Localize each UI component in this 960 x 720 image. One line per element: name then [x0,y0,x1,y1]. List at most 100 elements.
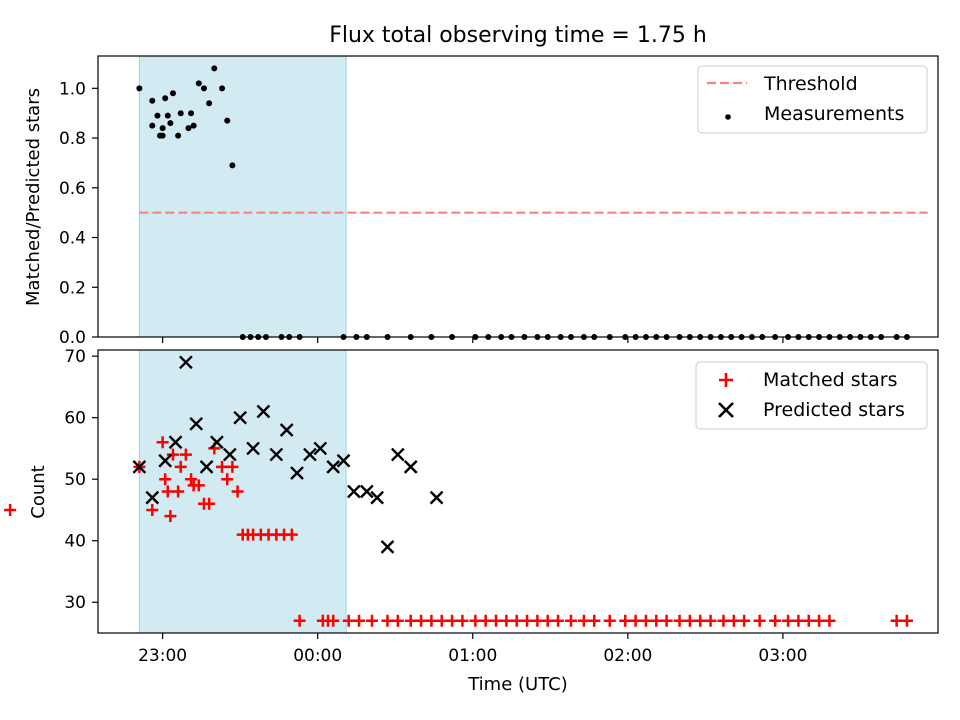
predicted-stars-legend-marker [718,402,734,418]
matched-star-point [738,614,751,627]
matched-star-point [769,614,782,627]
top-y-tick-label: 0.0 [59,328,86,348]
matched-star-point [179,448,192,461]
matched-star-point [174,460,187,473]
measurements-legend-marker [725,114,731,120]
matched-star-point [435,614,448,627]
predicted-star-point [246,441,260,456]
measurement-point [154,112,161,119]
measurement-point [149,122,156,129]
measurement-point [195,80,202,87]
measurement-point [206,100,213,107]
matched-star-point [802,614,815,627]
bottom-y-tick-label: 40 [64,532,86,552]
matched-stars-legend-label: Matched stars [763,369,897,391]
measurement-point [185,125,192,132]
top-shaded-interval [138,55,347,338]
measurements-legend-label: Measurements [764,103,904,125]
matched-star-point [172,485,185,498]
matched-star-point [531,614,544,627]
matched-star-point [404,614,417,627]
matched-star-point [203,497,216,510]
measurement-point [224,117,231,124]
matched-star-point [552,614,565,627]
matched-star-point [541,614,554,627]
matched-star-point [500,614,513,627]
predicted-star-point [380,540,395,554]
predicted-star-point [390,447,405,462]
matched-star-point [164,510,177,523]
predicted-star-point [313,441,328,456]
matched-star-point [221,473,234,486]
matched-star-point [510,614,523,627]
matched-star-point [890,614,903,627]
x-tick-label: 02:00 [603,646,652,666]
threshold-legend-label: Threshold [763,73,858,95]
predicted-stars-legend-label: Predicted stars [763,399,905,421]
matched-star-point [629,614,642,627]
matched-star-point [753,614,766,627]
matched-star-point [660,614,673,627]
matched-star-point [381,614,394,627]
matched-star-point [425,614,438,627]
matched-star-point [469,614,482,627]
matched-star-point [823,614,836,627]
predicted-star-point [168,435,183,450]
matched-star-point [813,614,826,627]
matched-star-point [717,614,730,627]
predicted-star-point [269,447,284,462]
matched-star-point [619,614,632,627]
bottom-legend-box [695,361,928,430]
bottom-plot-frame [97,349,939,634]
measurement-point [149,97,156,104]
measurement-point [167,120,174,127]
top-y-tick-label: 1.0 [59,79,86,99]
predicted-star-point [279,423,294,437]
chart-title: Flux total observing time = 1.75 h [329,23,707,48]
matched-star-point [415,614,428,627]
measurement-point [188,110,195,117]
matched-star-point [782,614,795,627]
matched-star-point [521,614,534,627]
measurement-point [200,85,207,92]
top-plot-frame [97,55,939,338]
predicted-star-point [199,460,214,474]
matched-star-point [673,614,686,627]
predicted-star-point [403,460,418,474]
matched-star-point [456,614,469,627]
matched-star-point [683,614,696,627]
x-tick-label: 00:00 [293,646,342,666]
predicted-star-point [256,404,271,419]
measurement-point [177,110,184,117]
top-y-tick-label: 0.4 [59,229,86,249]
matched-star-point [490,614,503,627]
predicted-star-point [429,490,444,505]
matched-star-point [479,614,492,627]
x-tick-label: 03:00 [758,646,807,666]
predicted-star-point [233,410,248,425]
matched-star-point [588,614,601,627]
matched-star-point [159,473,172,486]
measurement-point [219,85,226,92]
matched-star-point [792,614,805,627]
matched-star-point [216,460,229,473]
top-y-tick-label: 0.8 [59,129,86,149]
predicted-star-point [336,453,351,468]
matched-star-point [603,614,616,627]
top-y-tick-label: 0.6 [59,179,86,199]
matched-star-point [342,614,355,627]
top-legend-box [697,65,928,134]
predicted-star-point [222,447,237,462]
top-y-axis-label: Matched/Predicted stars [23,88,44,306]
matched-star-point [639,614,652,627]
matched-star-point [650,614,663,627]
bottom-panel: 23:00 00:00 01:00 02:00 03:00 30 40 50 60 70 Coun… [4,347,939,695]
matched-star-point [156,436,169,449]
matched-star-point [564,614,577,627]
measurement-point [229,162,236,169]
bottom-y-tick-label: 60 [64,409,86,429]
x-tick-label: 23:00 [138,646,187,666]
predicted-star-point [370,490,384,505]
matched-star-point [704,614,717,627]
x-axis-label: Time (UTC) [467,674,568,695]
